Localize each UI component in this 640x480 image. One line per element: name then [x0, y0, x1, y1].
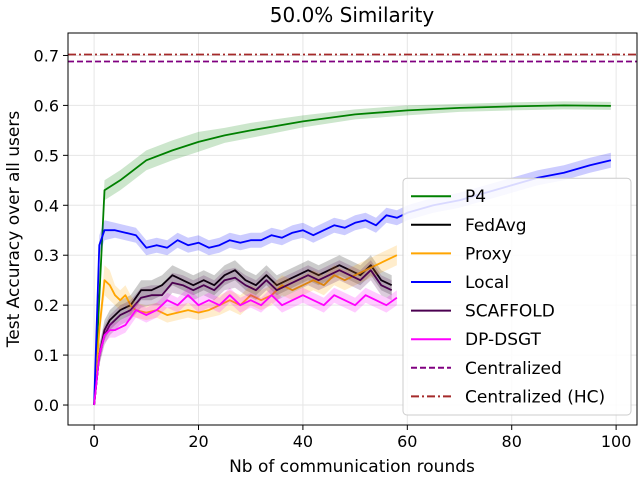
- x-tick-label: 80: [502, 432, 522, 451]
- x-tick-label: 20: [188, 432, 208, 451]
- x-tick-label: 0: [89, 432, 99, 451]
- series-band-fedavg: [94, 255, 392, 405]
- y-tick-label: 0.0: [34, 396, 59, 415]
- legend-label-dp-dsgt: DP-DSGT: [465, 330, 542, 350]
- series-band-scaffold: [94, 260, 392, 405]
- legend-label-p4: P4: [465, 187, 486, 207]
- y-axis-label: Test Accuracy over all users: [4, 111, 24, 349]
- series-band-dp-dsgt: [94, 287, 397, 405]
- series-line-p4: [93, 104, 611, 406]
- legend-label-scaffold: SCAFFOLD: [465, 302, 555, 322]
- y-tick-label: 0.3: [34, 246, 59, 265]
- legend-box: [402, 177, 632, 416]
- x-tick-label: 40: [293, 432, 313, 451]
- legend-label-centralized-hc: Centralized (HC): [465, 387, 605, 407]
- y-tick-label: 0.6: [34, 96, 59, 115]
- series-band-proxy: [94, 245, 397, 405]
- x-axis-label: Nb of communication rounds: [229, 457, 475, 477]
- series-line-scaffold: [93, 269, 393, 406]
- axes: 0 20 40 60 80 100 0.0 0.1 0.2 0.3 0.4 0.5 0.6 0.7: [34, 46, 632, 451]
- legend-label-fedavg: FedAvg: [465, 216, 527, 236]
- x-tick-label: 60: [397, 432, 417, 451]
- y-tick-label: 0.1: [34, 346, 59, 365]
- chart-title: 50.0% Similarity: [270, 3, 435, 27]
- y-tick-label: 0.7: [34, 46, 59, 65]
- series-line-dp-dsgt: [93, 294, 398, 406]
- series-line-proxy: [93, 254, 398, 406]
- y-tick-label: 0.2: [34, 296, 59, 315]
- legend-label-centralized: Centralized: [465, 359, 562, 379]
- y-tick-label: 0.4: [34, 196, 59, 215]
- plot-frame: [67, 32, 638, 426]
- x-tick-label: 100: [601, 432, 632, 451]
- legend-label-local: Local: [465, 273, 509, 293]
- legend: P4 FedAvg Proxy Local SCAFFOLD DP-DSGT Central…: [402, 177, 632, 416]
- legend-label-proxy: Proxy: [465, 244, 512, 264]
- y-tick-label: 0.5: [34, 146, 59, 165]
